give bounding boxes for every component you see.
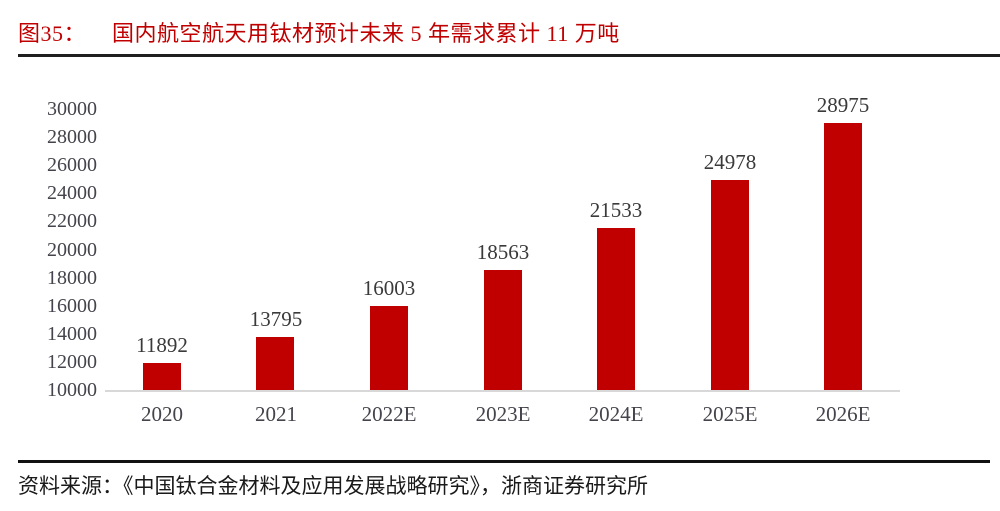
- bar-value-label: 18563: [476, 240, 530, 264]
- x-tick-label: 2023E: [475, 402, 531, 426]
- y-tick-label: 22000: [47, 210, 97, 233]
- figure-number: 图35：: [18, 21, 87, 46]
- figure-title: 国内航空航天用钛材预计未来 5 年需求累计 11 万吨: [112, 21, 620, 46]
- x-tick-label: 2024E: [588, 402, 644, 426]
- bar-value-label: 21533: [589, 198, 643, 222]
- figure-header: 图35： 国内航空航天用钛材预计未来 5 年需求累计 11 万吨: [18, 16, 620, 48]
- bar-2026E: [824, 123, 862, 390]
- x-tick-label: 2020: [141, 402, 183, 426]
- bar-2025E: [711, 180, 749, 390]
- bar-2020: [143, 363, 181, 390]
- bar-value-label: 16003: [362, 276, 416, 300]
- y-tick-label: 14000: [47, 322, 97, 345]
- x-tick-label: 2025E: [702, 402, 758, 426]
- y-tick-label: 24000: [47, 182, 97, 205]
- bar-value-label: 11892: [136, 333, 188, 357]
- x-tick-label: 2022E: [361, 402, 417, 426]
- y-tick-label: 26000: [47, 154, 97, 177]
- y-tick-label: 12000: [47, 350, 97, 373]
- y-tick-label: 18000: [47, 266, 97, 289]
- bar-2023E: [484, 270, 522, 390]
- y-tick-label: 20000: [47, 238, 97, 261]
- source-note: 资料来源：《中国钛合金材料及应用发展战略研究》，浙商证券研究所: [18, 474, 648, 498]
- x-tick-label: 2021: [255, 402, 297, 426]
- bar-2024E: [597, 228, 635, 390]
- footer-divider: [18, 460, 990, 463]
- x-axis-line: [105, 390, 900, 392]
- y-tick-label: 16000: [47, 294, 97, 317]
- y-tick-label: 28000: [47, 126, 97, 149]
- x-tick-label: 2026E: [815, 402, 871, 426]
- bar-value-label: 13795: [249, 307, 303, 331]
- y-tick-label: 30000: [47, 98, 97, 120]
- bar-2021: [256, 337, 294, 390]
- bar-value-label: 28975: [816, 93, 870, 117]
- bar-value-label: 24978: [703, 150, 757, 174]
- y-tick-label: 10000: [47, 379, 97, 401]
- title-divider: [18, 54, 1000, 57]
- bar-2022E: [370, 306, 408, 390]
